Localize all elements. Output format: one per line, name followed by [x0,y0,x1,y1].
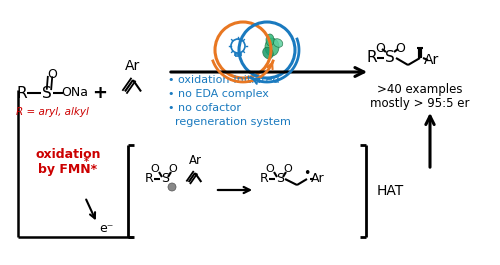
Text: R: R [144,173,154,186]
Text: ONa: ONa [62,86,88,99]
Text: O: O [266,164,274,174]
Text: Ar: Ar [424,53,440,67]
Text: mostly > 95:5 er: mostly > 95:5 er [370,96,470,109]
Ellipse shape [273,39,283,47]
Text: e⁻: e⁻ [99,223,113,236]
Text: R = aryl, alkyl: R = aryl, alkyl [16,107,88,117]
Text: • no cofactor: • no cofactor [168,103,241,113]
Text: O: O [150,164,160,174]
Text: •: • [304,167,310,180]
Text: O: O [375,42,385,55]
Ellipse shape [262,47,274,59]
Circle shape [168,183,176,191]
Text: *: * [84,157,89,167]
Text: regeneration system: regeneration system [168,117,291,127]
Text: >40 examples: >40 examples [378,83,463,96]
Ellipse shape [266,34,274,46]
Text: R: R [260,173,268,186]
Text: • no EDA complex: • no EDA complex [168,89,269,99]
Text: by FMN*: by FMN* [38,164,98,176]
Text: oxidation: oxidation [35,148,101,161]
Ellipse shape [265,38,279,56]
Text: O: O [284,164,292,174]
Text: S: S [276,173,284,186]
Text: O: O [395,42,405,55]
Text: • oxidation-initiated: • oxidation-initiated [168,75,280,85]
Text: Ar: Ar [311,173,325,186]
Text: R: R [366,51,378,65]
Text: HAT: HAT [376,184,404,198]
Text: S: S [385,51,395,65]
Text: Ar: Ar [126,59,140,73]
Text: R: R [16,86,28,100]
Text: S: S [42,86,52,100]
Text: S: S [161,173,169,186]
Text: +: + [92,84,108,102]
Text: O: O [168,164,177,174]
Text: O: O [47,68,57,81]
Text: Ar: Ar [188,154,202,167]
